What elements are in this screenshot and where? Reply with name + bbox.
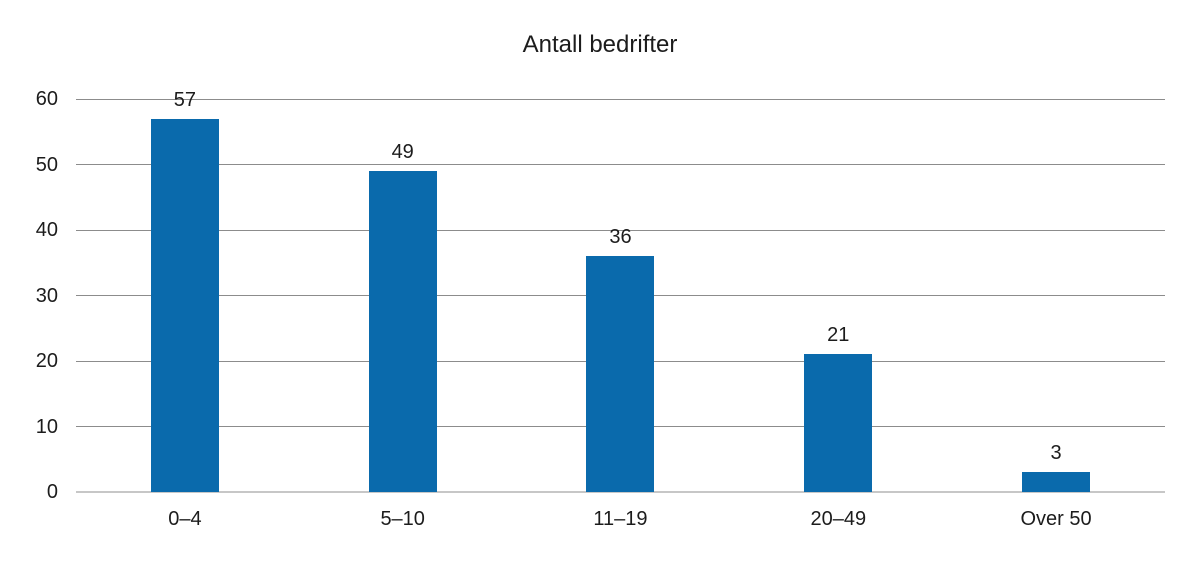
x-tick-label: Over 50	[1020, 508, 1092, 530]
y-tick-label: 20	[35, 350, 58, 372]
x-axis: 0–4 5–10 11–19 20–49 Over 50	[76, 508, 1165, 534]
y-axis: 0 10 20 30 40 50 60	[0, 0, 58, 569]
y-tick-label: 30	[35, 284, 58, 307]
bar-value-label: 57	[173, 88, 197, 111]
x-tick-label: 0–4	[168, 508, 202, 530]
bar	[368, 171, 437, 492]
bar-group: 36	[512, 99, 730, 492]
bar-value-label: 36	[609, 226, 632, 249]
bar-group: 3	[947, 99, 1165, 492]
y-tick-label: 40	[35, 219, 58, 241]
bar-group: 57	[76, 89, 294, 492]
gridline	[76, 98, 1165, 100]
bar	[1022, 472, 1091, 492]
x-tick-label: 5–10	[380, 508, 425, 530]
x-axis-baseline	[76, 491, 1165, 493]
x-tick-label: 20–49	[810, 508, 867, 530]
gridline	[76, 164, 1165, 165]
bar-group: 21	[729, 99, 947, 492]
chart-title: Antall bedrifter	[522, 31, 678, 58]
bar	[150, 118, 219, 492]
bar-value-label: 49	[391, 141, 414, 164]
y-tick-label: 0	[46, 481, 58, 503]
bar	[804, 354, 873, 492]
bar-value-label: 3	[1050, 442, 1062, 465]
bar-group: 49	[294, 99, 512, 492]
x-tick-label: 11–19	[593, 508, 648, 530]
bar-value-label: 21	[827, 324, 850, 347]
y-tick-label: 10	[35, 415, 58, 438]
y-tick-label: 50	[35, 153, 58, 176]
y-tick-label: 60	[35, 88, 58, 110]
plot-area: 57 49 36 21 3	[76, 89, 1165, 493]
gridline	[76, 229, 1165, 231]
bar	[586, 256, 655, 492]
